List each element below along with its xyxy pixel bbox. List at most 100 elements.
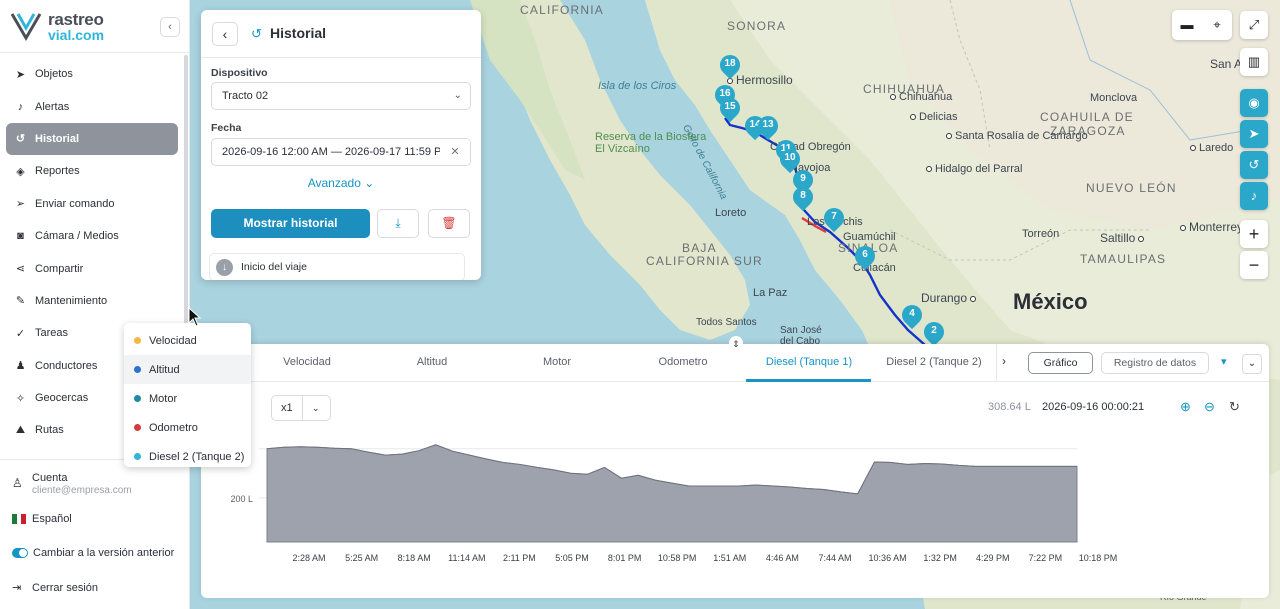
sidebar-item-camara[interactable]: ◙ Cámara / Medios bbox=[6, 220, 178, 252]
download-button[interactable]: ⤓ bbox=[377, 209, 419, 238]
camera-icon: ◙ bbox=[17, 230, 24, 243]
x-tick-label: 10:36 AM bbox=[869, 553, 907, 563]
wrench-icon: ✎ bbox=[15, 295, 26, 308]
route-marker[interactable]: 14 bbox=[740, 111, 770, 142]
clear-icon[interactable]: ✕ bbox=[440, 139, 470, 165]
tab-motor[interactable]: Motor bbox=[542, 356, 572, 368]
tab-odometro[interactable]: Odometro bbox=[658, 356, 708, 368]
date-range-input[interactable]: 2026-09-16 12:00 AM — 2026-09-17 11:59 P… bbox=[211, 138, 471, 166]
advanced-toggle[interactable]: Avanzado ⌄ bbox=[307, 176, 375, 190]
divider bbox=[996, 344, 997, 382]
switch-version-toggle[interactable]: Cambiar a la versión anterior bbox=[12, 547, 174, 559]
series-option[interactable]: Altitud bbox=[124, 355, 251, 384]
playback-speed-select[interactable]: x1 ⌄ bbox=[271, 395, 331, 421]
binoculars-icon[interactable]: ◉ bbox=[1240, 89, 1268, 117]
route-marker[interactable]: 18 bbox=[715, 50, 745, 81]
logout-button[interactable]: ⇥ Cerrar sesión bbox=[12, 581, 99, 595]
series-option[interactable]: Diesel 2 (Tanque 2) bbox=[124, 442, 251, 471]
route-marker[interactable]: 15 bbox=[715, 93, 745, 124]
series-option[interactable]: Velocidad bbox=[124, 326, 251, 355]
sidebar-item-conductores[interactable]: ♟ Conductores bbox=[15, 359, 98, 373]
toggle-icon[interactable] bbox=[12, 548, 28, 558]
history-map-icon[interactable]: ↺ bbox=[1240, 151, 1268, 179]
ruler-icon[interactable]: ▬ bbox=[1173, 11, 1201, 39]
map-label: TAMAULIPAS bbox=[1080, 252, 1167, 266]
route-marker[interactable]: 7 bbox=[819, 203, 849, 234]
map-layers-icon[interactable]: ▥ bbox=[1240, 48, 1268, 76]
sidebar-item-compartir[interactable]: ⋖ Compartir bbox=[15, 262, 84, 276]
device-select[interactable]: Tracto 02 ⌄ bbox=[211, 82, 471, 110]
date-label: Fecha bbox=[211, 122, 242, 134]
back-button[interactable]: ‹ bbox=[212, 22, 238, 46]
sidebar-item-objetos[interactable]: ➤ Objetos bbox=[15, 68, 73, 81]
map-label: Santa Rosalía de Camargo bbox=[946, 130, 1088, 142]
route-marker[interactable]: 10 bbox=[775, 144, 805, 175]
color-dot-icon bbox=[134, 337, 141, 344]
y-tick-label: 200 L bbox=[230, 494, 253, 504]
show-history-button[interactable]: Mostrar historial bbox=[211, 209, 370, 238]
account-item[interactable]: ♙ Cuenta cliente@empresa.com bbox=[12, 470, 182, 500]
color-dot-icon bbox=[134, 453, 141, 460]
delete-button[interactable]: 🗑 bbox=[428, 209, 470, 238]
tab-diesel-tanque-1[interactable]: Diesel (Tanque 1) bbox=[765, 356, 853, 368]
chart-tabs: Velocidad Altitud Motor Odometro Diesel … bbox=[201, 344, 1269, 382]
zoom-in-icon[interactable]: ⊕ bbox=[1180, 399, 1191, 414]
collapse-sidebar-button[interactable]: ‹ bbox=[160, 17, 180, 37]
sidebar-item-mantenimiento[interactable]: ✎ Mantenimiento bbox=[15, 294, 108, 308]
zoom-out-icon[interactable]: ⊖ bbox=[1204, 399, 1215, 414]
brand-logo[interactable]: rastreo vial.com bbox=[10, 10, 180, 46]
route-marker[interactable]: 4 bbox=[897, 300, 927, 331]
route-marker[interactable]: 2 bbox=[919, 317, 949, 348]
sidebar-item-alertas[interactable]: ♪ Alertas bbox=[6, 90, 178, 122]
bell-map-icon[interactable]: ♪ bbox=[1240, 182, 1268, 210]
page-title: Historial bbox=[270, 25, 327, 41]
zoom-out-map-icon[interactable]: − bbox=[1240, 251, 1268, 279]
fuel-chart[interactable]: 200 L 2:28 AM 5:25 AM 8:18 AM 11:14 AM 2:11 P… bbox=[201, 434, 1269, 574]
sidebar: rastreo vial.com ‹ ➤ Objetos ♪ Alertas ↺ Hi… bbox=[0, 0, 190, 609]
map-label: ZARAGOZA bbox=[1050, 124, 1126, 138]
graph-button[interactable]: Gráfico bbox=[1028, 352, 1093, 374]
map-label: BAJA bbox=[682, 241, 717, 255]
mexico-flag-icon bbox=[12, 514, 27, 524]
tab-altitud[interactable]: Altitud bbox=[416, 356, 448, 368]
route-marker[interactable]: 13 bbox=[753, 111, 783, 142]
map-label: Reserva de la Biosfera bbox=[595, 131, 707, 143]
language-selector[interactable]: Español bbox=[12, 513, 72, 525]
data-log-button[interactable]: Registro de datos bbox=[1101, 352, 1209, 374]
sidebar-item-enviar-comando[interactable]: ➢ Enviar comando bbox=[15, 197, 115, 211]
series-option[interactable]: Motor bbox=[124, 384, 251, 413]
history-panel: ‹ ↺ Historial Dispositivo Tracto 02 ⌄ Fe… bbox=[201, 10, 481, 280]
trip-start-item[interactable]: ↓ Inicio del viaje bbox=[209, 253, 465, 280]
series-option[interactable]: Odometro bbox=[124, 413, 251, 442]
sidebar-scrollbar[interactable] bbox=[184, 55, 188, 325]
map-label: El Vizcaíno bbox=[595, 143, 650, 155]
fullscreen-icon[interactable]: ⤢ bbox=[1240, 11, 1268, 39]
chevron-down-icon[interactable]: ⌄ bbox=[1242, 354, 1262, 374]
sidebar-item-historial[interactable]: ↺ Historial bbox=[6, 122, 178, 156]
pin-icon[interactable]: ▾ bbox=[1221, 356, 1227, 368]
sidebar-item-rutas[interactable]: ⛰ Rutas bbox=[15, 423, 64, 437]
history-header: ‹ ↺ Historial bbox=[201, 10, 481, 58]
x-tick-label: 1:32 PM bbox=[923, 553, 957, 563]
chevron-right-icon[interactable]: › bbox=[1002, 354, 1006, 368]
map-label: Guamúchil bbox=[843, 231, 896, 243]
sidebar-item-geocercas[interactable]: ✧ Geocercas bbox=[15, 392, 89, 405]
locate-icon[interactable]: ⌖ bbox=[1203, 11, 1231, 39]
brand-domain: vial.com bbox=[48, 27, 105, 43]
tab-diesel-tanque-2[interactable]: Diesel 2 (Tanque 2) bbox=[886, 356, 982, 368]
route-marker[interactable]: 6 bbox=[850, 241, 880, 272]
active-tab-indicator bbox=[746, 379, 871, 382]
sidebar-item-reportes[interactable]: ◈ Reportes bbox=[6, 155, 178, 187]
route-marker[interactable]: 9 bbox=[788, 165, 818, 196]
resize-handle-icon[interactable]: ⇕ bbox=[729, 336, 743, 352]
sidebar-item-tareas[interactable]: ✓ Tareas bbox=[15, 327, 69, 340]
route-marker[interactable]: 16 bbox=[710, 80, 740, 111]
tab-velocidad[interactable]: Velocidad bbox=[283, 356, 331, 368]
reset-zoom-icon[interactable]: ↻ bbox=[1229, 399, 1240, 414]
map-label: del Cabo bbox=[780, 336, 821, 347]
zoom-in-map-icon[interactable]: + bbox=[1240, 220, 1268, 248]
map-label: CALIFORNIA bbox=[520, 3, 605, 17]
navigate-icon[interactable]: ➤ bbox=[1240, 120, 1268, 148]
route-marker[interactable]: 8 bbox=[788, 182, 818, 213]
device-label: Dispositivo bbox=[211, 67, 268, 79]
